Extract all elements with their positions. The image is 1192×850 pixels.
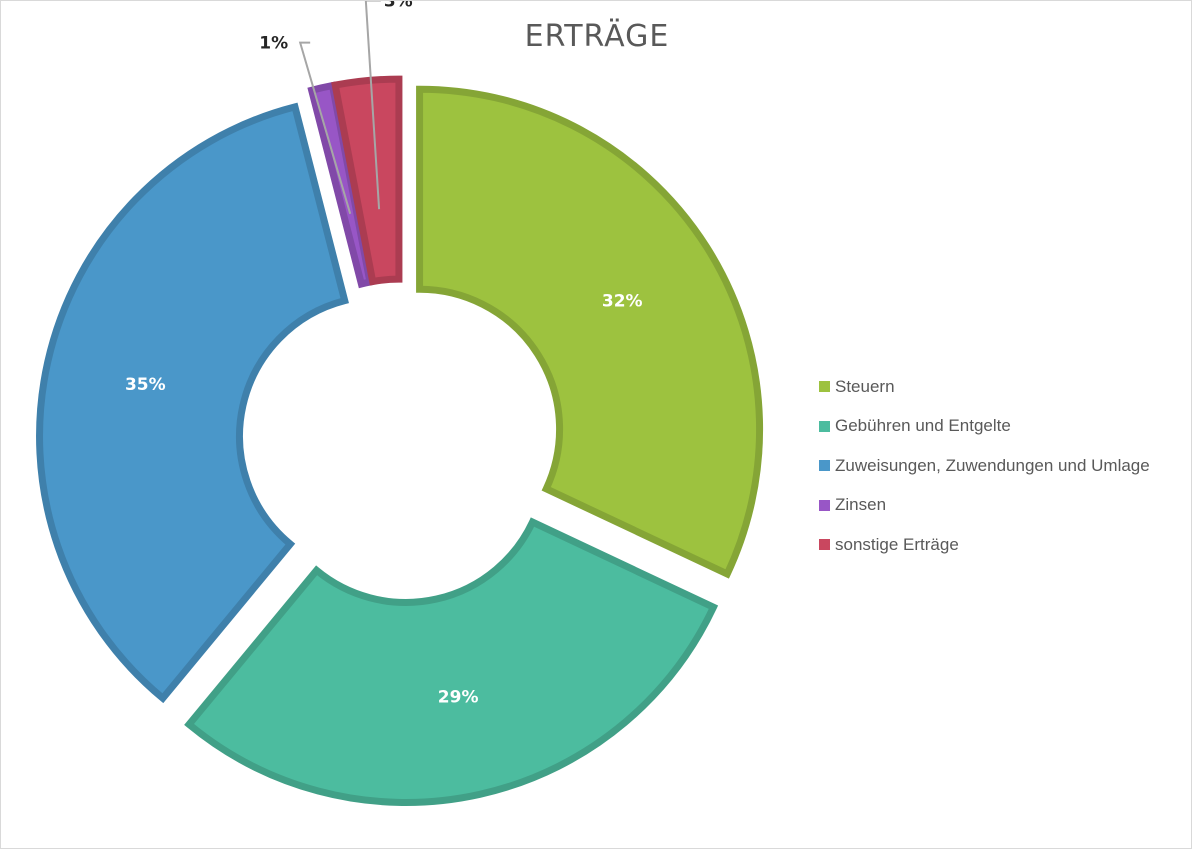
legend-swatch (819, 460, 830, 472)
legend-label: Zinsen (835, 495, 887, 515)
leader-line-zinsen (298, 41, 352, 215)
slice-steuern (416, 85, 764, 579)
leader-line-sonstige-ertr-ge (364, 1, 381, 210)
slice-zuweisungen-zuwendungen-und-umlage (36, 102, 349, 704)
legend-item-steuern: Steuern (819, 367, 1150, 407)
legend-swatch (819, 499, 830, 511)
data-label-zinsen: 1% (259, 34, 288, 54)
chart-title: ERTRÄGE (524, 19, 670, 54)
legend-label: Steuern (835, 376, 895, 396)
data-label-geb-hren-und-entgelte: 29% (438, 688, 479, 708)
legend-item-sonstige-ertr-ge: sonstige Erträge (819, 525, 1150, 565)
slice-sonstige-ertr-ge (331, 75, 403, 286)
legend-item-zuweisungen-zuwendungen-und-umlage: Zuweisungen, Zuwendungen und Umlage (819, 446, 1150, 486)
legend-label: Gebühren und Entgelte (835, 416, 1011, 436)
legend-label: sonstige Erträge (835, 534, 959, 554)
legend-swatch (819, 381, 830, 393)
legend-item-zinsen: Zinsen (819, 486, 1150, 526)
data-label-zuweisungen-zuwendungen-und-umlage: 35% (125, 375, 166, 395)
data-label-steuern: 32% (602, 292, 643, 312)
chart-legend: Steuern Gebühren und Entgelte Zuweisungen,… (819, 367, 1150, 565)
legend-swatch (819, 420, 830, 432)
legend-label: Zuweisungen, Zuwendungen und Umlage (835, 455, 1150, 475)
legend-swatch (819, 539, 830, 551)
data-label-sonstige-ertr-ge: 3% (384, 1, 413, 11)
slice-geb-hren-und-entgelte (184, 517, 719, 806)
legend-item-geb-hren-und-entgelte: Gebühren und Entgelte (819, 407, 1150, 447)
